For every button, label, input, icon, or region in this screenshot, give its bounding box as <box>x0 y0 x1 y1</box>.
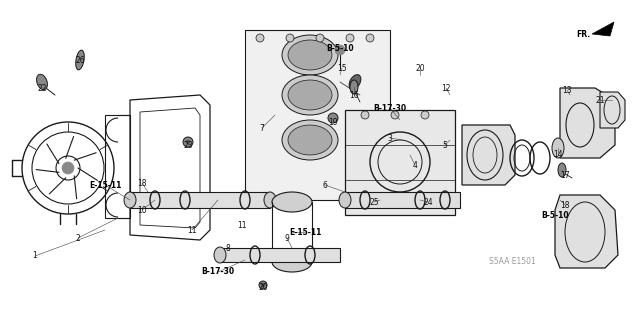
Ellipse shape <box>339 192 351 208</box>
Polygon shape <box>592 22 614 36</box>
Text: 9: 9 <box>285 234 289 243</box>
Circle shape <box>256 34 264 42</box>
Polygon shape <box>555 195 618 268</box>
Text: 17: 17 <box>560 171 570 180</box>
Text: B-5-10: B-5-10 <box>541 211 569 220</box>
Text: E-15-11: E-15-11 <box>89 180 121 189</box>
Ellipse shape <box>272 252 312 272</box>
Text: 4: 4 <box>413 161 417 170</box>
Text: 18: 18 <box>137 179 147 188</box>
Text: 11: 11 <box>237 220 247 229</box>
Ellipse shape <box>76 50 84 70</box>
Text: 12: 12 <box>441 84 451 92</box>
Text: 23: 23 <box>183 140 193 149</box>
Circle shape <box>361 111 369 119</box>
Circle shape <box>346 34 354 42</box>
Text: 2: 2 <box>76 234 81 243</box>
Text: 25: 25 <box>369 197 379 206</box>
Text: 22: 22 <box>37 84 47 92</box>
Circle shape <box>62 162 74 174</box>
Text: B-17-30: B-17-30 <box>373 103 406 113</box>
Circle shape <box>286 34 294 42</box>
Text: 19: 19 <box>328 117 338 126</box>
Text: 5: 5 <box>443 140 447 149</box>
Text: E-15-11: E-15-11 <box>289 228 321 236</box>
Ellipse shape <box>350 80 358 94</box>
Circle shape <box>186 140 190 144</box>
Text: 10: 10 <box>137 205 147 214</box>
Text: 11: 11 <box>188 226 196 235</box>
Ellipse shape <box>282 120 338 160</box>
Text: 15: 15 <box>337 63 347 73</box>
Ellipse shape <box>552 138 564 158</box>
Ellipse shape <box>288 80 332 110</box>
Circle shape <box>328 113 338 123</box>
Text: 21: 21 <box>595 95 605 105</box>
Text: 20: 20 <box>415 63 425 73</box>
Polygon shape <box>345 192 460 208</box>
Text: S5AA E1501: S5AA E1501 <box>488 258 536 267</box>
Ellipse shape <box>558 163 566 177</box>
Circle shape <box>183 137 193 147</box>
Text: 20: 20 <box>258 284 268 292</box>
Ellipse shape <box>282 35 338 75</box>
Circle shape <box>391 111 399 119</box>
Circle shape <box>366 34 374 42</box>
Polygon shape <box>220 248 340 262</box>
Text: 3: 3 <box>388 133 392 142</box>
Circle shape <box>316 34 324 42</box>
Text: 26: 26 <box>75 55 85 65</box>
Polygon shape <box>600 92 625 128</box>
Text: 14: 14 <box>553 149 563 158</box>
Circle shape <box>421 111 429 119</box>
Polygon shape <box>462 125 515 185</box>
Ellipse shape <box>349 75 361 89</box>
Ellipse shape <box>288 125 332 155</box>
Ellipse shape <box>272 192 312 212</box>
Polygon shape <box>560 88 615 158</box>
Text: 16: 16 <box>349 91 359 100</box>
Text: B-17-30: B-17-30 <box>202 268 235 276</box>
Text: FR.: FR. <box>576 29 590 38</box>
Ellipse shape <box>288 40 332 70</box>
Text: 6: 6 <box>323 180 328 189</box>
Circle shape <box>259 281 267 289</box>
Text: 24: 24 <box>423 197 433 206</box>
Text: 13: 13 <box>562 85 572 94</box>
Polygon shape <box>345 110 455 215</box>
Ellipse shape <box>36 74 47 90</box>
Circle shape <box>335 45 345 55</box>
Ellipse shape <box>214 247 226 263</box>
Ellipse shape <box>124 192 136 208</box>
Ellipse shape <box>282 75 338 115</box>
Text: 8: 8 <box>226 244 230 252</box>
Text: B-5-10: B-5-10 <box>326 44 354 52</box>
Ellipse shape <box>264 192 276 208</box>
Text: 7: 7 <box>260 124 264 132</box>
Polygon shape <box>130 192 270 208</box>
Text: 18: 18 <box>560 201 570 210</box>
Text: 1: 1 <box>33 252 37 260</box>
Polygon shape <box>245 30 390 200</box>
Circle shape <box>261 283 265 287</box>
